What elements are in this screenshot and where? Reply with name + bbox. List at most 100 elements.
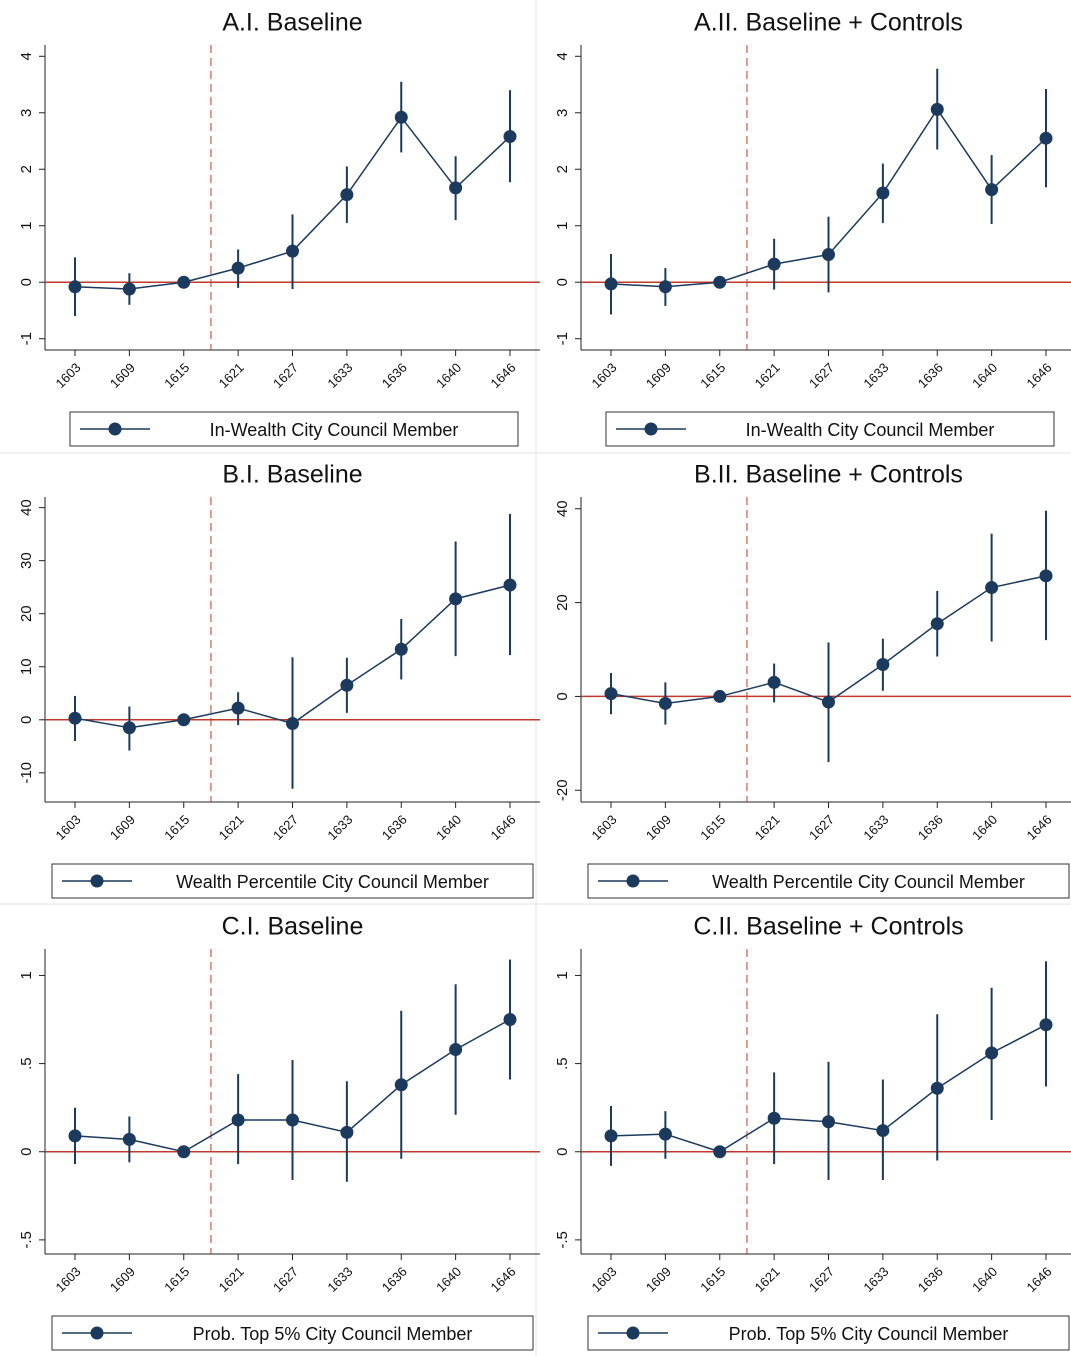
legend-box bbox=[587, 863, 1070, 899]
data-point bbox=[658, 1127, 672, 1141]
legend-label: Prob. Top 5% City Council Member bbox=[193, 1324, 473, 1344]
panel-title: B.I. Baseline bbox=[222, 461, 362, 489]
panel-title: C.II. Baseline + Controls bbox=[693, 913, 963, 941]
data-point bbox=[122, 1132, 136, 1146]
data-point bbox=[449, 181, 463, 195]
y-tick-label: 3 bbox=[18, 109, 35, 117]
y-tick-label: -1 bbox=[554, 332, 571, 345]
data-point bbox=[122, 282, 136, 296]
y-tick-label: 3 bbox=[554, 109, 571, 117]
data-point bbox=[68, 280, 82, 294]
data-point bbox=[177, 713, 191, 727]
data-point bbox=[713, 275, 727, 289]
data-point bbox=[503, 1013, 517, 1027]
panel-title: C.I. Baseline bbox=[222, 913, 364, 941]
data-point bbox=[394, 642, 408, 656]
legend-box bbox=[51, 863, 534, 899]
y-tick-label: 4 bbox=[554, 52, 571, 60]
legend-marker bbox=[626, 874, 640, 888]
data-point bbox=[503, 130, 517, 143]
y-tick-label: 20 bbox=[18, 605, 35, 622]
data-point bbox=[286, 1113, 299, 1127]
data-point bbox=[286, 244, 299, 258]
data-point bbox=[767, 257, 781, 271]
y-tick-label: -1 bbox=[18, 332, 35, 345]
legend-label: In-Wealth City Council Member bbox=[746, 420, 995, 440]
data-point bbox=[822, 695, 835, 709]
data-point bbox=[822, 1115, 835, 1129]
y-tick-label: 2 bbox=[554, 165, 571, 173]
data-point bbox=[177, 1145, 191, 1159]
y-tick-label: 4 bbox=[18, 52, 35, 60]
data-point bbox=[930, 617, 944, 631]
data-point bbox=[604, 277, 618, 291]
legend-marker bbox=[626, 1326, 640, 1340]
y-tick-label: 0 bbox=[18, 278, 35, 286]
data-point bbox=[394, 1078, 408, 1092]
y-tick-label: 2 bbox=[18, 165, 35, 173]
data-point bbox=[985, 183, 999, 197]
y-tick-label: .5 bbox=[554, 1057, 571, 1070]
data-point bbox=[177, 275, 191, 289]
y-tick-label: 0 bbox=[18, 1148, 35, 1156]
y-tick-label: 20 bbox=[554, 594, 571, 611]
data-point bbox=[985, 581, 999, 595]
data-point bbox=[1039, 569, 1053, 583]
data-point bbox=[604, 1129, 618, 1143]
y-tick-label: 1 bbox=[18, 222, 35, 230]
y-tick-label: 1 bbox=[18, 971, 35, 979]
y-tick-label: -.5 bbox=[554, 1231, 571, 1249]
data-point bbox=[604, 687, 618, 701]
y-tick-label: .5 bbox=[18, 1057, 35, 1070]
data-point bbox=[876, 1124, 890, 1138]
data-point bbox=[340, 1125, 354, 1139]
legend-label: In-Wealth City Council Member bbox=[210, 420, 459, 440]
data-point bbox=[822, 248, 835, 262]
data-point bbox=[449, 1042, 463, 1056]
data-point bbox=[122, 721, 136, 735]
data-point bbox=[876, 186, 890, 200]
data-point bbox=[394, 110, 408, 124]
data-point bbox=[930, 102, 944, 116]
data-point bbox=[286, 716, 299, 730]
y-tick-label: 40 bbox=[18, 499, 35, 516]
data-point bbox=[340, 188, 354, 202]
y-tick-label: 0 bbox=[554, 278, 571, 286]
legend-label: Prob. Top 5% City Council Member bbox=[729, 1324, 1009, 1344]
data-point bbox=[68, 711, 82, 725]
data-point bbox=[340, 678, 354, 692]
data-point bbox=[231, 701, 245, 715]
legend-marker bbox=[644, 422, 658, 436]
legend-marker bbox=[108, 422, 122, 436]
data-point bbox=[449, 592, 463, 606]
data-point bbox=[231, 1113, 245, 1127]
y-tick-label: -.5 bbox=[18, 1231, 35, 1249]
data-point bbox=[767, 675, 781, 689]
data-point bbox=[985, 1046, 999, 1060]
y-tick-label: 0 bbox=[18, 716, 35, 724]
y-tick-label: 1 bbox=[554, 971, 571, 979]
data-point bbox=[68, 1129, 82, 1143]
y-tick-label: 40 bbox=[554, 500, 571, 517]
data-point bbox=[503, 578, 517, 592]
data-point bbox=[876, 658, 890, 672]
data-point bbox=[713, 1145, 727, 1159]
data-point bbox=[1039, 1018, 1053, 1032]
data-point bbox=[658, 280, 672, 294]
legend-marker bbox=[90, 874, 104, 888]
legend-box bbox=[51, 1315, 534, 1351]
y-tick-label: -20 bbox=[554, 779, 571, 801]
y-tick-label: 0 bbox=[554, 1148, 571, 1156]
y-tick-label: 1 bbox=[554, 222, 571, 230]
legend-label: Wealth Percentile City Council Member bbox=[176, 872, 489, 892]
y-tick-label: -10 bbox=[18, 762, 35, 784]
y-tick-label: 0 bbox=[554, 692, 571, 700]
data-point bbox=[1039, 131, 1053, 145]
legend-marker bbox=[90, 1326, 104, 1340]
panel-title: B.II. Baseline + Controls bbox=[694, 461, 963, 489]
data-point bbox=[713, 689, 727, 703]
y-tick-label: 10 bbox=[18, 658, 35, 675]
legend-label: Wealth Percentile City Council Member bbox=[712, 872, 1025, 892]
